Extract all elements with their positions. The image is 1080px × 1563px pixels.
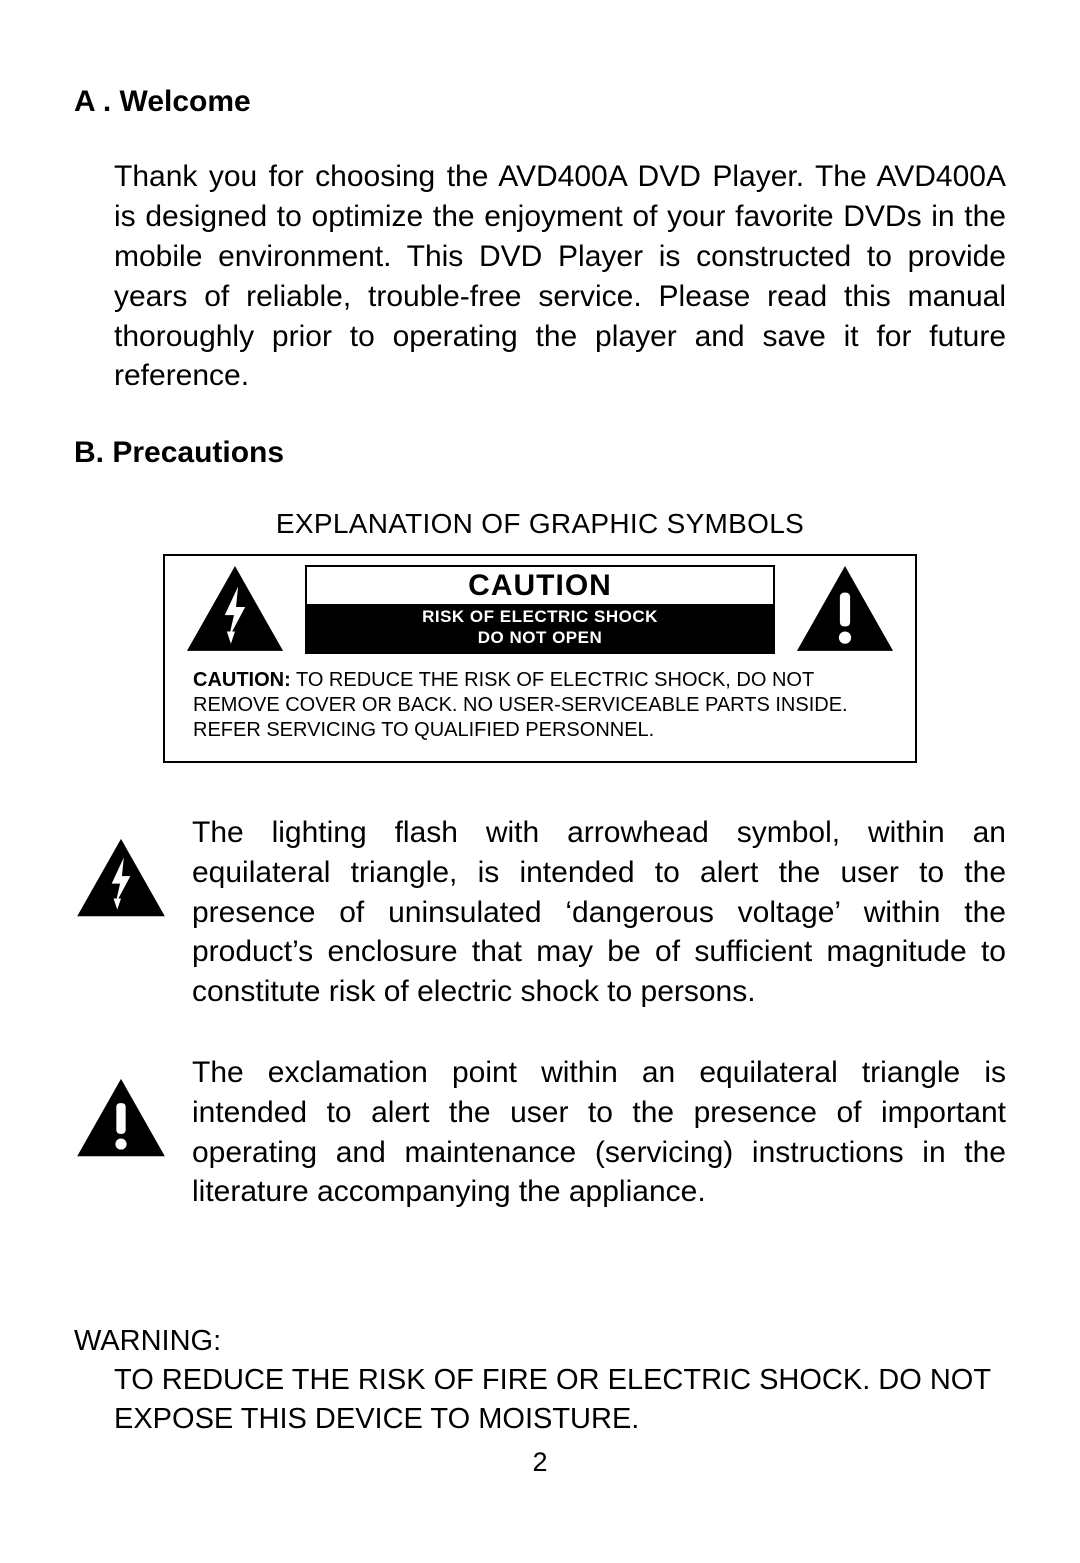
warning-body: TO REDUCE THE RISK OF FIRE OR ELECTRIC S… [114,1361,1006,1439]
explanation-title: EXPLANATION OF GRAPHIC SYMBOLS [74,508,1006,540]
lightning-explanation-row: The lighting flash with arrowhead symbol… [74,813,1006,1011]
section-a-header: A . Welcome [74,85,1006,119]
caution-bottom-bold: CAUTION: [193,669,291,691]
caution-bottom-text: CAUTION: TO REDUCE THE RISK OF ELECTRIC … [165,658,915,761]
section-a-body: Thank you for choosing the AVD400A DVD P… [114,157,1006,396]
page-number: 2 [74,1447,1006,1478]
exclamation-triangle-icon [74,1077,168,1159]
exclamation-explanation-text: The exclamation point within an equilate… [192,1053,1006,1211]
exclamation-explanation-row: The exclamation point within an equilate… [74,1053,1006,1211]
caution-sub-line2: DO NOT OPEN [478,628,603,647]
section-b-header: B. Precautions [74,436,1006,470]
caution-sub-line1: RISK OF ELECTRIC SHOCK [422,607,658,626]
caution-box: CAUTION RISK OF ELECTRIC SHOCK DO NOT OP… [163,554,917,763]
caution-center-panel: CAUTION RISK OF ELECTRIC SHOCK DO NOT OP… [305,565,775,654]
warning-label: WARNING: [74,1322,1006,1361]
exclamation-triangle-icon [793,564,897,654]
warning-block: WARNING: TO REDUCE THE RISK OF FIRE OR E… [74,1322,1006,1439]
lightning-triangle-icon [183,564,287,654]
caution-bottom-body: TO REDUCE THE RISK OF ELECTRIC SHOCK, DO… [193,669,848,741]
caution-subtitle: RISK OF ELECTRIC SHOCK DO NOT OPEN [307,604,773,652]
caution-title: CAUTION [307,567,773,604]
lightning-explanation-text: The lighting flash with arrowhead symbol… [192,813,1006,1011]
lightning-triangle-icon [74,837,168,919]
caution-top-row: CAUTION RISK OF ELECTRIC SHOCK DO NOT OP… [165,556,915,658]
